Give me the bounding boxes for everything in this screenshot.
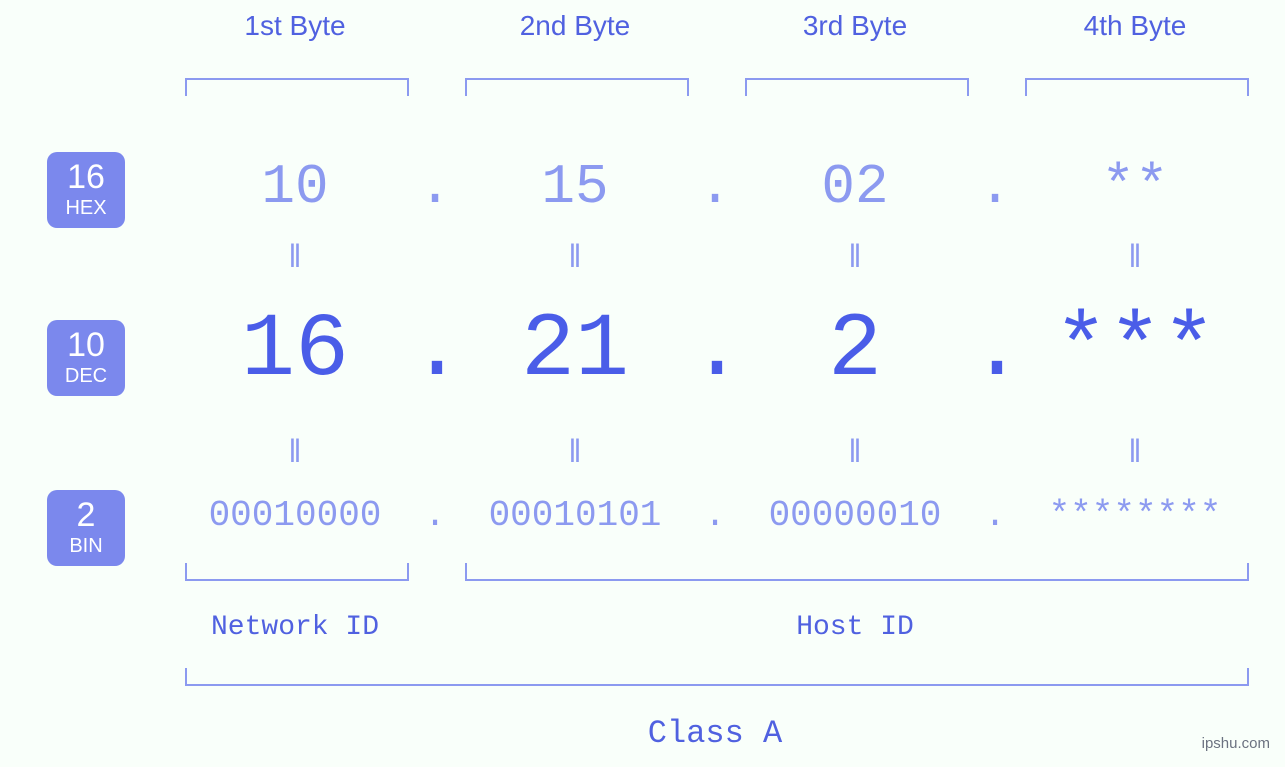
eq2-4: ǁ bbox=[1110, 435, 1160, 472]
bracket-class bbox=[185, 668, 1249, 686]
dec-b2: 21 bbox=[465, 300, 685, 402]
bracket-byte3 bbox=[745, 78, 969, 96]
header-byte4: 4th Byte bbox=[1010, 10, 1260, 42]
dec-b1: 16 bbox=[185, 300, 405, 402]
badge-bin-label: BIN bbox=[47, 534, 125, 558]
badge-hex-label: HEX bbox=[47, 196, 125, 220]
hex-b4: ** bbox=[1025, 155, 1245, 219]
header-byte1: 1st Byte bbox=[170, 10, 420, 42]
badge-dec: 10 DEC bbox=[47, 320, 125, 396]
eq1-3: ǁ bbox=[830, 240, 880, 277]
dec-dot1: . bbox=[410, 300, 460, 402]
eq2-3: ǁ bbox=[830, 435, 880, 472]
eq1-4: ǁ bbox=[1110, 240, 1160, 277]
dec-dot2: . bbox=[690, 300, 740, 402]
bracket-byte2 bbox=[465, 78, 689, 96]
badge-dec-num: 10 bbox=[47, 328, 125, 362]
bin-b4: ******** bbox=[1025, 495, 1245, 536]
bin-b2: 00010101 bbox=[465, 495, 685, 536]
dec-b4: *** bbox=[1025, 300, 1245, 402]
eq1-1: ǁ bbox=[270, 240, 320, 277]
bin-dot1: . bbox=[410, 495, 460, 536]
bin-dot2: . bbox=[690, 495, 740, 536]
dec-dot3: . bbox=[970, 300, 1020, 402]
badge-bin: 2 BIN bbox=[47, 490, 125, 566]
watermark: ipshu.com bbox=[1202, 735, 1270, 752]
hex-dot2: . bbox=[690, 155, 740, 219]
hex-dot1: . bbox=[410, 155, 460, 219]
bin-b3: 00000010 bbox=[745, 495, 965, 536]
badge-hex: 16 HEX bbox=[47, 152, 125, 228]
header-byte2: 2nd Byte bbox=[450, 10, 700, 42]
header-byte3: 3rd Byte bbox=[730, 10, 980, 42]
label-class: Class A bbox=[185, 715, 1245, 752]
hex-b3: 02 bbox=[745, 155, 965, 219]
hex-dot3: . bbox=[970, 155, 1020, 219]
eq2-2: ǁ bbox=[550, 435, 600, 472]
hex-b1: 10 bbox=[185, 155, 405, 219]
hex-b2: 15 bbox=[465, 155, 685, 219]
label-network-id: Network ID bbox=[185, 612, 405, 643]
dec-b3: 2 bbox=[745, 300, 965, 402]
eq2-1: ǁ bbox=[270, 435, 320, 472]
label-host-id: Host ID bbox=[465, 612, 1245, 643]
bin-dot3: . bbox=[970, 495, 1020, 536]
bin-b1: 00010000 bbox=[185, 495, 405, 536]
badge-dec-label: DEC bbox=[47, 364, 125, 388]
eq1-2: ǁ bbox=[550, 240, 600, 277]
bracket-host bbox=[465, 563, 1249, 581]
badge-hex-num: 16 bbox=[47, 160, 125, 194]
diagram-root: 1st Byte 2nd Byte 3rd Byte 4th Byte 16 H… bbox=[0, 0, 1285, 767]
bracket-byte1 bbox=[185, 78, 409, 96]
bracket-byte4 bbox=[1025, 78, 1249, 96]
bracket-network bbox=[185, 563, 409, 581]
badge-bin-num: 2 bbox=[47, 498, 125, 532]
